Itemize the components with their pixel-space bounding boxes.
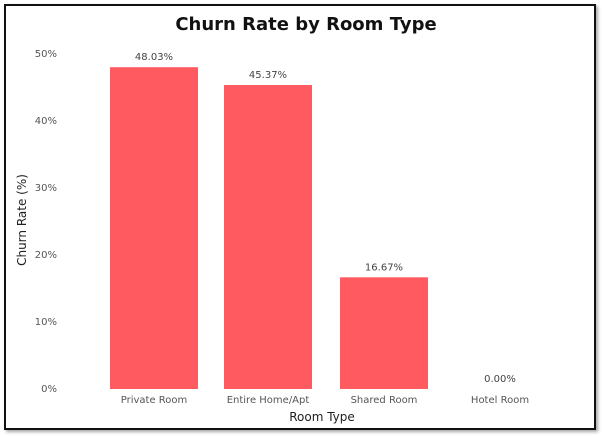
bar xyxy=(110,67,198,389)
data-label: 16.67% xyxy=(365,262,403,273)
data-labels: 48.03% 45.37% 16.67% 0.00% xyxy=(135,52,516,385)
bar xyxy=(340,277,428,389)
y-tick-label: 40% xyxy=(35,116,57,127)
y-tick-label: 50% xyxy=(35,49,57,60)
y-axis-label: Churn Rate (%) xyxy=(15,174,29,266)
x-tick-label: Private Room xyxy=(121,395,188,406)
data-label: 0.00% xyxy=(484,374,516,385)
x-tick-label: Hotel Room xyxy=(471,395,529,406)
y-tick-label: 30% xyxy=(35,183,57,194)
x-axis-label: Room Type xyxy=(289,410,355,424)
y-tick-label: 10% xyxy=(35,317,57,328)
bar xyxy=(224,85,312,390)
x-tick-label: Shared Room xyxy=(351,395,418,406)
data-label: 45.37% xyxy=(249,70,287,81)
y-axis-ticks: 0% 10% 20% 30% 40% 50% xyxy=(35,49,57,395)
x-tick-label: Entire Home/Apt xyxy=(227,395,310,406)
data-label: 48.03% xyxy=(135,52,173,63)
chart-title: Churn Rate by Room Type xyxy=(175,14,436,35)
y-tick-label: 0% xyxy=(41,384,57,395)
bars xyxy=(110,67,428,390)
y-tick-label: 20% xyxy=(35,250,57,261)
x-axis-ticks: Private Room Entire Home/Apt Shared Room Ho… xyxy=(121,395,529,406)
